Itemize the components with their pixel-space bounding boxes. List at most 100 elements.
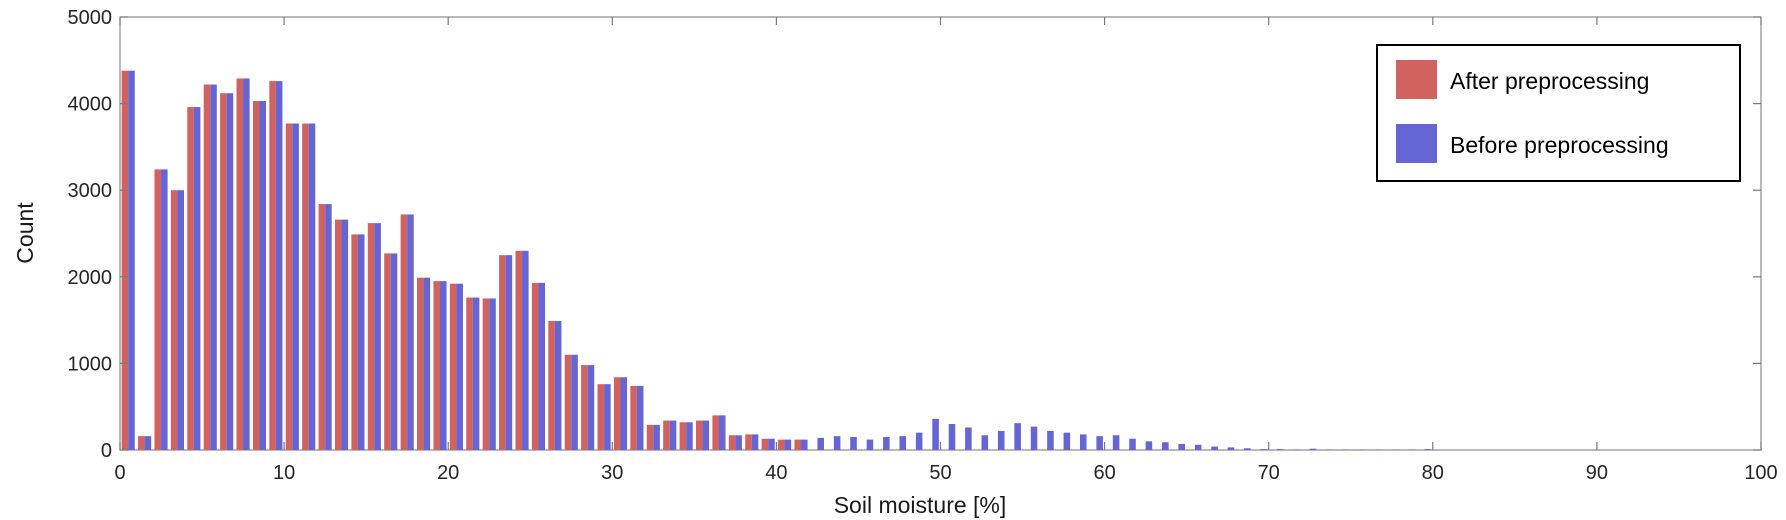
x-axis-ticks: 0 10 20 30 40 50 60 70 80 90 100	[114, 17, 1778, 484]
bar-after-25	[531, 282, 539, 450]
bar-after-39	[761, 438, 769, 450]
bar-after-6	[220, 93, 227, 451]
bar-before-8	[259, 101, 267, 450]
bar-before-3	[177, 190, 184, 450]
legend: After preprocessing Before preprocessing	[1376, 44, 1741, 182]
bar-before-48	[915, 432, 923, 450]
bar-before-12	[325, 204, 332, 450]
x-tick-label: 0	[114, 462, 125, 484]
bars-group	[121, 70, 1432, 451]
bar-before-23	[505, 255, 513, 450]
legend-swatch-after	[1396, 60, 1437, 99]
bar-before-24	[522, 250, 529, 450]
bar-after-31	[630, 385, 637, 450]
bar-before-60	[1112, 435, 1120, 450]
bar-after-21	[466, 297, 473, 450]
bar-before-65	[1194, 444, 1202, 450]
bar-before-28	[587, 365, 595, 450]
bar-after-22	[482, 298, 490, 450]
y-tick-label: 3000	[68, 180, 113, 202]
bar-before-45	[866, 439, 874, 450]
bar-before-5	[210, 84, 217, 451]
bar-after-24	[515, 250, 523, 450]
bar-before-10	[292, 123, 299, 451]
bar-before-53	[997, 430, 1005, 450]
bar-after-12	[318, 204, 326, 450]
bar-before-39	[768, 438, 775, 450]
x-tick-label: 80	[1422, 462, 1444, 484]
bar-after-33	[663, 420, 670, 450]
bar-before-29	[604, 384, 611, 450]
bar-after-5	[203, 84, 211, 451]
bar-before-56	[1047, 430, 1054, 450]
bar-before-33	[669, 420, 677, 450]
bar-before-11	[308, 123, 316, 451]
bar-before-79	[1424, 449, 1432, 450]
bar-before-72	[1309, 448, 1317, 450]
bar-after-32	[646, 424, 654, 450]
bar-before-1	[144, 436, 152, 450]
bar-before-70	[1276, 449, 1284, 450]
bar-after-41	[794, 439, 802, 450]
bar-before-51	[965, 427, 972, 450]
bar-before-31	[636, 385, 644, 450]
x-tick-label: 60	[1093, 462, 1115, 484]
bar-after-19	[433, 281, 440, 450]
y-tick-label: 5000	[68, 7, 113, 29]
bar-after-3	[170, 190, 178, 450]
bar-before-66	[1211, 446, 1218, 450]
bar-before-19	[440, 281, 447, 450]
bar-after-11	[302, 123, 309, 451]
bar-before-15	[374, 223, 381, 450]
bar-before-44	[850, 437, 857, 450]
bar-before-38	[751, 434, 759, 450]
bar-after-38	[745, 434, 752, 450]
bar-before-6	[226, 93, 234, 451]
bar-after-26	[548, 320, 555, 450]
bar-before-21	[472, 297, 480, 450]
bar-before-18	[423, 277, 431, 450]
bar-before-36	[718, 415, 726, 450]
bar-after-10	[285, 123, 293, 451]
x-tick-label: 90	[1586, 462, 1608, 484]
legend-box	[1376, 44, 1741, 182]
bar-before-47	[899, 436, 907, 450]
y-tick-label: 4000	[68, 94, 113, 116]
bar-after-15	[367, 223, 375, 450]
bar-after-28	[581, 365, 588, 450]
bar-after-20	[449, 283, 457, 450]
bar-before-37	[735, 435, 742, 450]
x-axis-title: Soil moisture [%]	[834, 492, 1007, 518]
legend-label-after: After preprocessing	[1450, 68, 1649, 94]
y-axis-title: Count	[12, 202, 38, 264]
bar-before-57	[1063, 432, 1071, 450]
bar-before-35	[702, 420, 710, 450]
bar-after-30	[613, 377, 621, 450]
x-tick-label: 30	[601, 462, 623, 484]
bar-before-20	[456, 283, 463, 450]
legend-label-before: Before preprocessing	[1450, 132, 1669, 158]
x-tick-label: 70	[1258, 462, 1280, 484]
bar-before-64	[1178, 443, 1185, 450]
bar-before-49	[932, 418, 939, 450]
bar-before-55	[1030, 426, 1038, 450]
bar-before-50	[948, 424, 956, 450]
legend-swatch-before	[1396, 124, 1437, 163]
bar-before-52	[981, 435, 989, 450]
bar-after-37	[728, 435, 736, 450]
bar-before-22	[489, 298, 496, 450]
bar-before-16	[390, 253, 398, 450]
x-tick-label: 40	[765, 462, 787, 484]
bar-before-68	[1244, 448, 1251, 450]
bar-after-14	[351, 234, 358, 450]
y-tick-label: 1000	[68, 353, 113, 375]
bar-before-0	[128, 70, 135, 450]
bar-before-14	[357, 234, 365, 450]
x-tick-label: 20	[437, 462, 459, 484]
bar-before-43	[833, 436, 841, 450]
y-tick-label: 2000	[68, 267, 113, 289]
bar-after-34	[679, 422, 687, 450]
bar-after-0	[121, 70, 129, 450]
bar-before-62	[1145, 441, 1153, 450]
